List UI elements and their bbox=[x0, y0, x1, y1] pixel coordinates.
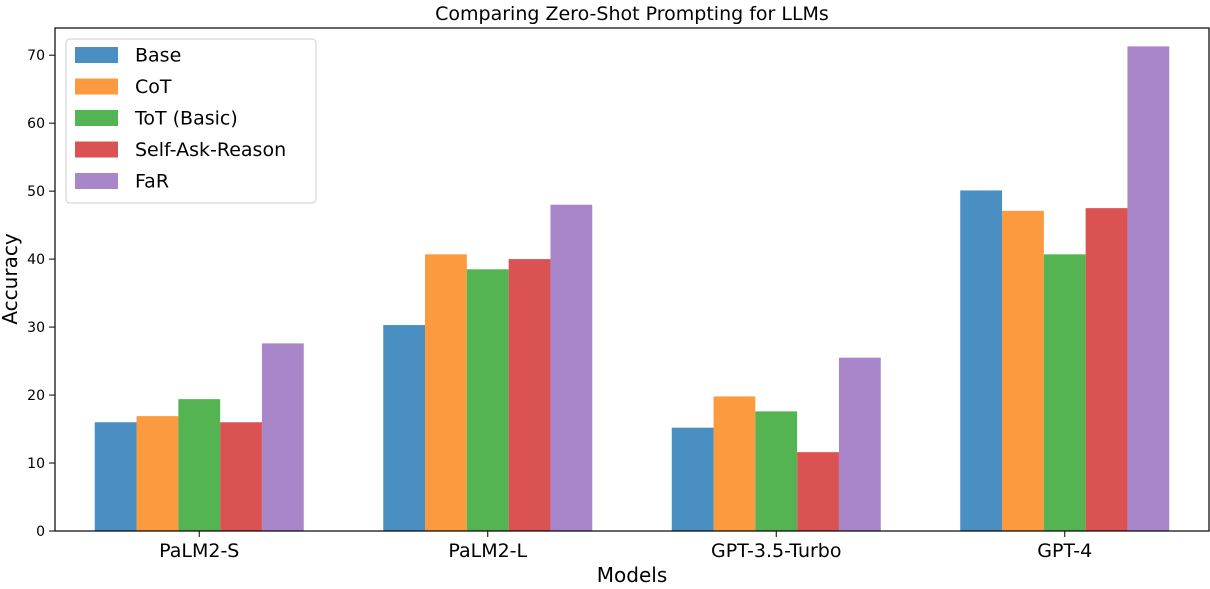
x-tick-label: PaLM2-S bbox=[159, 540, 239, 562]
chart-title: Comparing Zero-Shot Prompting for LLMs bbox=[435, 3, 829, 25]
legend-box bbox=[65, 38, 317, 204]
legend-swatch-tot-basic- bbox=[75, 110, 118, 126]
y-tick-label: 40 bbox=[27, 252, 45, 268]
bar-tot-basic--gpt-4 bbox=[1043, 254, 1086, 531]
bar-far-palm2-s bbox=[261, 343, 304, 531]
bars-group bbox=[94, 46, 1170, 532]
x-tick-label: GPT-3.5-Turbo bbox=[711, 540, 842, 562]
legend-swatch-base bbox=[75, 47, 118, 63]
bar-far-gpt-3-5-turbo bbox=[838, 357, 881, 531]
y-tick-label: 60 bbox=[27, 116, 45, 132]
bar-self-ask-reason-palm2-s bbox=[220, 422, 262, 531]
bar-base-gpt-3-5-turbo bbox=[671, 427, 714, 531]
bar-far-gpt-4 bbox=[1127, 46, 1170, 531]
x-tick-label: PaLM2-L bbox=[448, 540, 527, 562]
legend-label-self-ask-reason: Self-Ask-Reason bbox=[135, 139, 286, 161]
y-tick-label: 70 bbox=[27, 48, 45, 64]
y-tick-label: 20 bbox=[27, 388, 45, 404]
x-tick-label: GPT-4 bbox=[1037, 540, 1092, 562]
legend-label-tot-basic-: ToT (Basic) bbox=[134, 108, 238, 130]
bar-base-palm2-s bbox=[94, 422, 137, 531]
plot-frame bbox=[54, 27, 1210, 532]
bar-tot-basic--palm2-s bbox=[178, 399, 221, 531]
legend-label-cot: CoT bbox=[135, 76, 172, 98]
legend: Base CoT ToT (Basic) Self-Ask-Reason FaR bbox=[65, 38, 317, 204]
bar-tot-basic--gpt-3-5-turbo bbox=[755, 411, 798, 531]
y-axis-label: Accuracy bbox=[0, 233, 22, 324]
legend-swatch-cot bbox=[75, 78, 118, 95]
legend-label-far: FaR bbox=[135, 171, 169, 193]
x-axis-label: Models bbox=[597, 563, 667, 585]
bar-cot-gpt-3-5-turbo bbox=[713, 396, 756, 531]
y-tick-label: 0 bbox=[36, 524, 45, 540]
bar-self-ask-reason-gpt-3-5-turbo bbox=[797, 452, 839, 531]
x-axis: PaLM2-S PaLM2-L GPT-3.5-Turbo GPT-4 bbox=[159, 531, 1092, 562]
bar-cot-palm2-s bbox=[136, 416, 179, 531]
bar-cot-palm2-l bbox=[425, 254, 467, 531]
bar-self-ask-reason-gpt-4 bbox=[1085, 208, 1128, 531]
y-tick-label: 10 bbox=[27, 456, 45, 472]
legend-swatch-far bbox=[75, 173, 118, 189]
bar-base-palm2-l bbox=[383, 325, 426, 531]
bar-cot-gpt-4 bbox=[1002, 210, 1044, 531]
bar-tot-basic--palm2-l bbox=[466, 269, 509, 531]
y-tick-label: 50 bbox=[27, 184, 45, 200]
legend-label-base: Base bbox=[135, 45, 181, 67]
bar-far-palm2-l bbox=[550, 204, 593, 532]
legend-swatch-self-ask-reason bbox=[75, 141, 118, 158]
bar-self-ask-reason-palm2-l bbox=[508, 259, 551, 531]
bar-base-gpt-4 bbox=[960, 190, 1003, 531]
y-axis: 0 10 20 30 40 50 60 70 bbox=[27, 48, 55, 540]
y-tick-label: 30 bbox=[27, 320, 45, 336]
